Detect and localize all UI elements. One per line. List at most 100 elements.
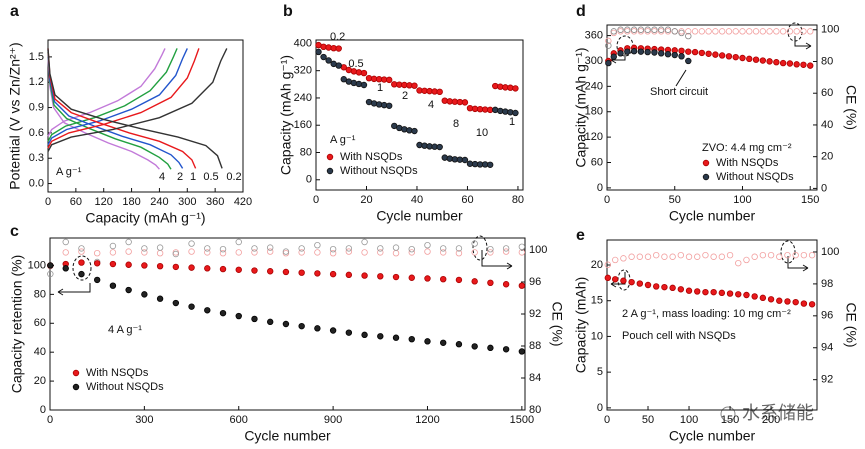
x-tick-label: 20 [360,194,372,206]
data-point [392,273,400,281]
y2-tick-label: 100 [529,244,547,256]
data-point [335,62,342,69]
data-point [671,51,678,59]
data-point [125,286,132,294]
data-point [471,249,478,256]
data-point [235,238,242,246]
rate-label: 1 [190,171,196,183]
data-point [266,318,274,326]
data-point [329,270,337,278]
data-point [617,26,624,33]
data-point [800,300,808,307]
panel-label: d [576,3,586,20]
y2-tick-label: 84 [529,372,541,384]
data-point [779,28,787,35]
data-point [710,288,717,296]
data-point [691,28,699,35]
data-point [808,251,816,259]
annotation: A g⁻¹ [56,166,82,178]
data-point [653,283,660,290]
data-point [705,28,712,35]
data-point [141,249,148,256]
y2-tick-label: 80 [529,404,541,416]
data-point [424,338,431,345]
data-point [786,60,794,67]
data-point [188,303,195,310]
data-point [657,50,665,57]
data-point [392,244,400,251]
data-point [807,28,814,35]
data-point [678,53,685,60]
marker-ellipse [72,255,92,281]
data-point [204,249,211,256]
data-point [455,341,463,348]
data-point [712,28,719,35]
data-point [487,279,494,287]
data-point [644,28,651,35]
data-point [743,256,750,264]
data-point [759,57,767,64]
data-point [441,154,448,161]
data-point [773,28,780,35]
y-tick-label: 60 [591,156,603,168]
decorations [57,22,812,422]
y2-tick-label: 92 [529,308,541,320]
y2-tick-label: 20 [821,151,833,163]
data-point [172,263,180,271]
data-point [512,85,519,92]
legend-label: Without NSQDs [340,165,418,177]
data-point [766,28,773,35]
data-point [219,309,227,317]
data-point [637,26,645,33]
x-axis-title: Capacity (mAh g⁻¹) [85,210,205,226]
annotation: 1 [377,82,383,94]
data-point [773,59,780,66]
data-point [776,297,783,304]
data-point [156,262,164,270]
data-point [235,266,242,273]
data-point [725,53,733,60]
arrow [675,69,687,87]
y-tick-label: 20 [591,259,603,271]
data-point [624,28,631,35]
data-point [702,251,709,259]
data-point [408,274,415,281]
data-point [685,287,693,294]
data-point [732,28,739,35]
data-point [282,249,290,257]
data-point [266,248,274,255]
data-point [188,240,195,247]
data-point [486,161,494,168]
y-tick-label: 100 [28,259,46,271]
data-point [340,76,347,83]
data-point [93,276,101,284]
data-point [793,61,800,68]
legend-label: With NSQDs [716,157,779,169]
y-tick-label: 0.9 [29,101,44,113]
data-point [141,262,148,269]
y2-tick-label: 98 [821,278,833,290]
data-point [735,259,742,267]
data-point [219,265,227,273]
data-point [487,344,494,352]
legend-label: Without NSQDs [86,381,164,393]
data-point [671,28,678,35]
data-point [125,238,132,246]
data-point [314,241,321,249]
legend-marker [326,167,334,175]
data-point [612,276,619,283]
data-point [651,26,658,33]
y-tick-label: 360 [585,29,603,41]
data-point [78,270,85,278]
data-point [617,50,624,57]
x-axis-title: Cycle number [376,208,463,224]
data-point [298,245,305,252]
y2-tick-label: 96 [529,276,541,288]
data-point [345,248,353,255]
data-point [776,253,783,260]
data-point [726,290,734,297]
data-point [471,240,478,247]
data-point [487,245,494,253]
data-point [518,348,526,355]
data-point [314,325,321,332]
